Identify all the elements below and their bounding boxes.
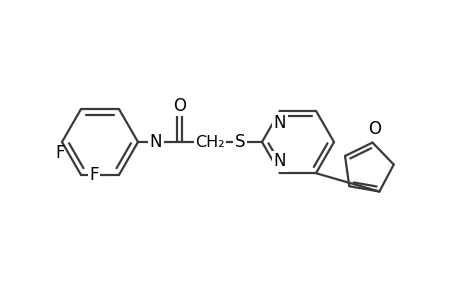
Text: CH₂: CH₂ bbox=[195, 134, 224, 149]
Text: F: F bbox=[55, 144, 65, 162]
Text: N: N bbox=[273, 152, 285, 170]
Text: S: S bbox=[234, 133, 245, 151]
Text: O: O bbox=[173, 97, 186, 115]
Text: N: N bbox=[273, 114, 285, 132]
Text: F: F bbox=[89, 166, 98, 184]
Text: N: N bbox=[150, 133, 162, 151]
Text: O: O bbox=[367, 120, 380, 138]
